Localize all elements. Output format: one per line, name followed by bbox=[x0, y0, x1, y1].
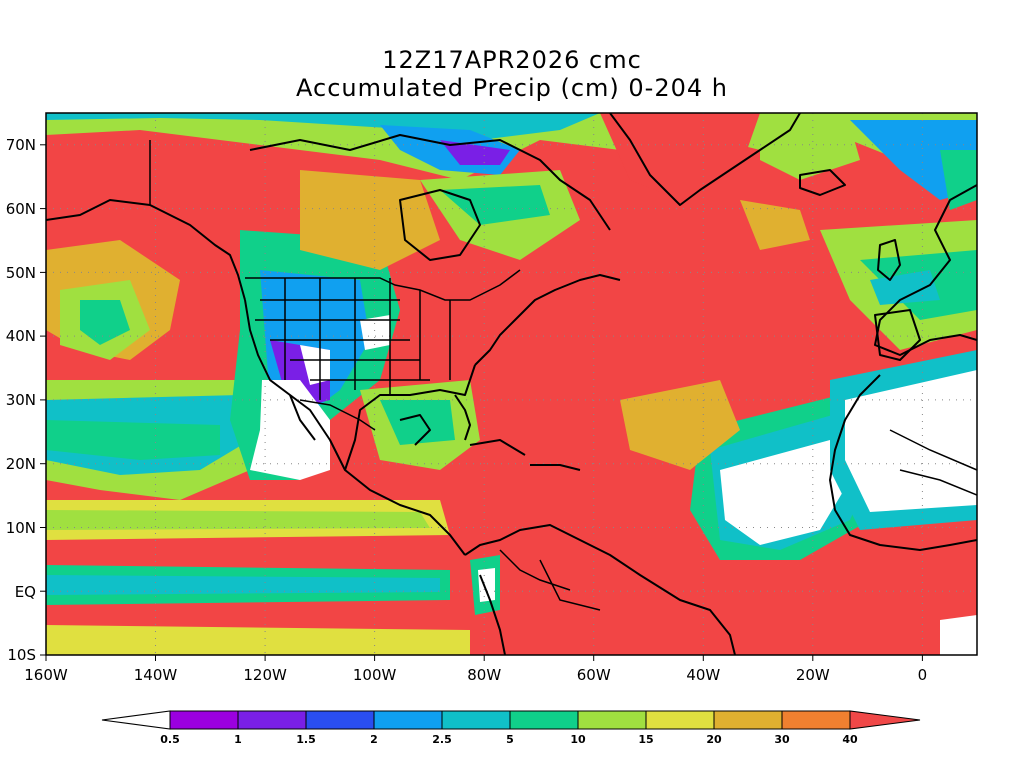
colorbar-label: 0.5 bbox=[160, 733, 180, 746]
colorbar-label: 20 bbox=[706, 733, 722, 746]
colorbar-label: 10 bbox=[570, 733, 586, 746]
colorbar-label: 15 bbox=[638, 733, 653, 746]
colorbar-label: 5 bbox=[506, 733, 514, 746]
lat-label: 40N bbox=[6, 327, 36, 345]
colorbar-swatch bbox=[305, 710, 375, 730]
lat-label: EQ bbox=[15, 583, 36, 601]
lat-label: 20N bbox=[6, 455, 36, 473]
lat-label: 50N bbox=[6, 264, 36, 282]
lon-label: 140W bbox=[134, 666, 178, 684]
lon-label: 40W bbox=[686, 666, 720, 684]
lon-label: 100W bbox=[353, 666, 397, 684]
lon-label: 20W bbox=[796, 666, 830, 684]
colorbar-swatch bbox=[509, 710, 579, 730]
lon-label: 120W bbox=[243, 666, 287, 684]
colorbar-labels: 0.5 1 1.5 2 2.5 5 10 15 20 30 40 bbox=[160, 733, 858, 746]
borders bbox=[149, 140, 977, 611]
lon-label: 0 bbox=[918, 666, 928, 684]
colorbar-label: 1 bbox=[234, 733, 242, 746]
map-title-line2: Accumulated Precip (cm) 0-204 h bbox=[296, 74, 728, 102]
lat-label: 70N bbox=[6, 136, 36, 154]
axis-ticks bbox=[40, 144, 923, 661]
colorbar-label: 30 bbox=[774, 733, 790, 746]
coastlines bbox=[46, 113, 977, 655]
colorbar bbox=[101, 710, 921, 730]
lat-label: 10N bbox=[6, 519, 36, 537]
colorbar-swatch bbox=[441, 710, 511, 730]
map-border bbox=[45, 112, 978, 656]
lat-label: 60N bbox=[6, 200, 36, 218]
lat-label: 10S bbox=[7, 646, 36, 664]
colorbar-swatch bbox=[713, 710, 783, 730]
colorbar-label: 2.5 bbox=[432, 733, 452, 746]
colorbar-swatch bbox=[577, 710, 647, 730]
lon-labels: 160W 140W 120W 100W 80W 60W 40W 20W 0 bbox=[24, 666, 927, 684]
colorbar-swatch bbox=[645, 710, 715, 730]
map-title-line1: 12Z17APR2026 cmc bbox=[382, 46, 642, 74]
lon-label: 60W bbox=[577, 666, 611, 684]
colorbar-swatch bbox=[169, 710, 239, 730]
colorbar-swatch bbox=[101, 710, 171, 730]
colorbar-swatch bbox=[849, 710, 921, 730]
colorbar-swatch bbox=[781, 710, 851, 730]
colorbar-label: 40 bbox=[842, 733, 858, 746]
colorbar-swatch bbox=[237, 710, 307, 730]
lat-labels: 70N 60N 50N 40N 30N 20N 10N EQ 10S bbox=[6, 136, 36, 664]
lon-label: 80W bbox=[467, 666, 501, 684]
colorbar-label: 1.5 bbox=[296, 733, 316, 746]
lat-label: 30N bbox=[6, 391, 36, 409]
precip-field bbox=[46, 113, 977, 655]
colorbar-swatch bbox=[373, 710, 443, 730]
lon-label: 160W bbox=[24, 666, 68, 684]
colorbar-label: 2 bbox=[370, 733, 378, 746]
